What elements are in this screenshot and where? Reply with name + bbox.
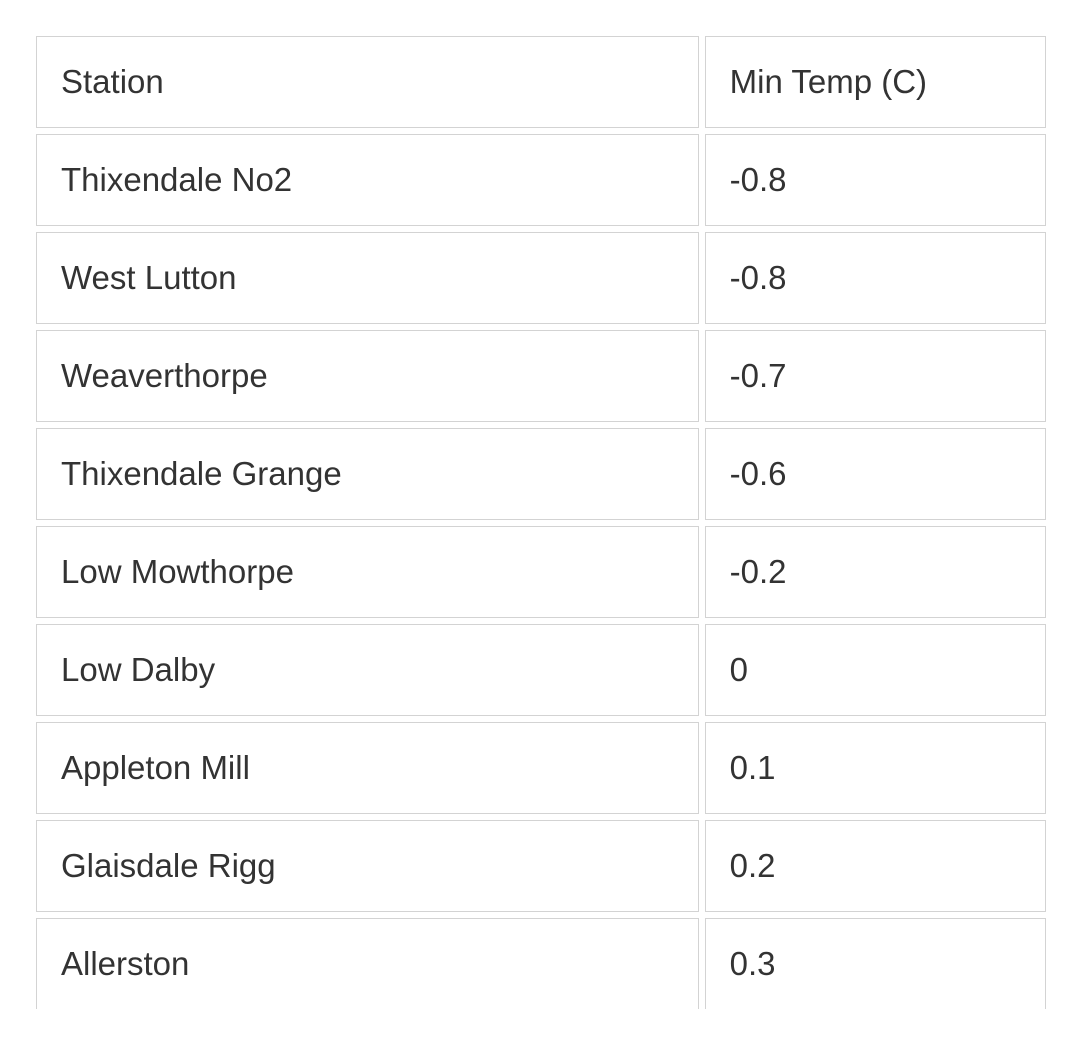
table-row: Thixendale No2 -0.8 [36,134,1046,226]
cell-temp: -0.7 [705,330,1046,422]
cell-temp: 0.3 [705,918,1046,1009]
cell-station: Allerston [36,918,699,1009]
cell-station: Low Dalby [36,624,699,716]
cell-station: Thixendale Grange [36,428,699,520]
table-row: West Lutton -0.8 [36,232,1046,324]
table-row: Thixendale Grange -0.6 [36,428,1046,520]
header-station: Station [36,36,699,128]
header-min-temp: Min Temp (C) [705,36,1046,128]
cell-station: Low Mowthorpe [36,526,699,618]
table-header-row: Station Min Temp (C) [36,36,1046,128]
cell-temp: -0.6 [705,428,1046,520]
cell-station: Appleton Mill [36,722,699,814]
cell-temp: -0.8 [705,134,1046,226]
cell-temp: -0.2 [705,526,1046,618]
table-row: Allerston 0.3 [36,918,1046,1009]
cell-temp: -0.8 [705,232,1046,324]
table-row: Appleton Mill 0.1 [36,722,1046,814]
cell-station: Glaisdale Rigg [36,820,699,912]
table-row: Glaisdale Rigg 0.2 [36,820,1046,912]
cell-station: West Lutton [36,232,699,324]
table-row: Low Dalby 0 [36,624,1046,716]
table-row: Weaverthorpe -0.7 [36,330,1046,422]
table-row: Low Mowthorpe -0.2 [36,526,1046,618]
cell-temp: 0.2 [705,820,1046,912]
cell-temp: 0 [705,624,1046,716]
cell-temp: 0.1 [705,722,1046,814]
cell-station: Weaverthorpe [36,330,699,422]
min-temp-table: Station Min Temp (C) Thixendale No2 -0.8… [30,30,1052,1015]
cell-station: Thixendale No2 [36,134,699,226]
